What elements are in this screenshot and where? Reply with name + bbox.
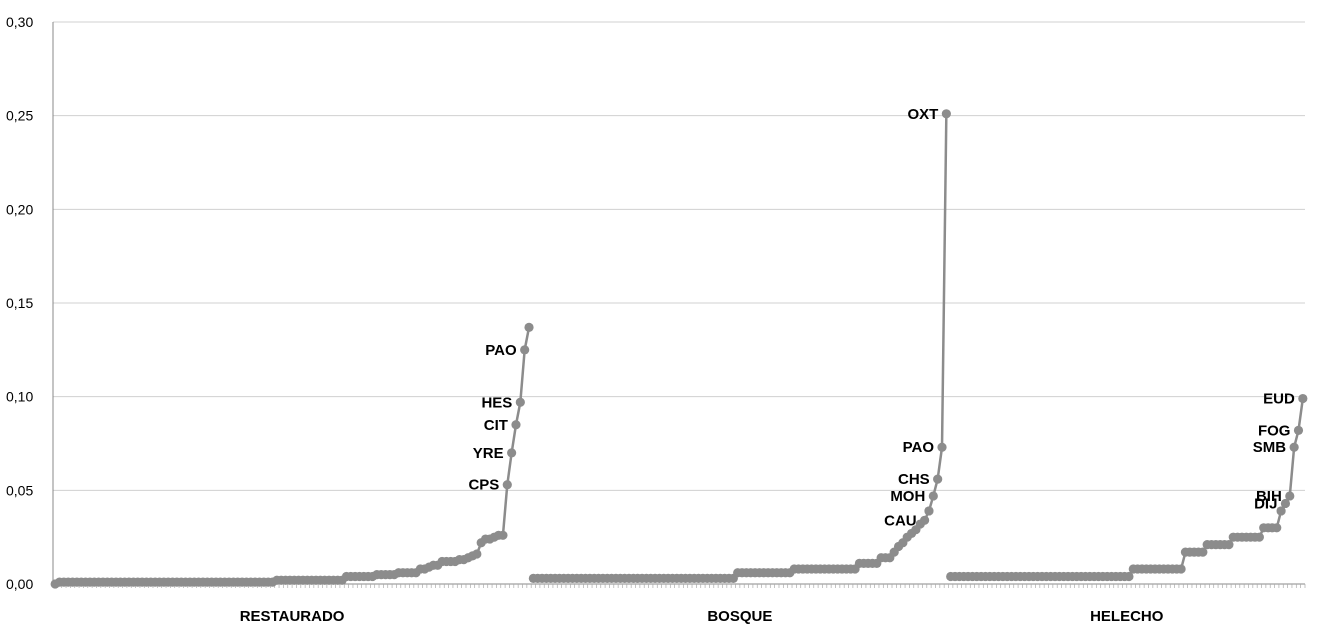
point-label: EUD bbox=[1263, 391, 1295, 408]
y-tick-label: 0,10 bbox=[6, 389, 33, 405]
y-axis-ticks: 0,00 0,05 0,10 0,15 0,20 0,25 0,30 bbox=[6, 14, 33, 592]
point-label: DIJ bbox=[1254, 495, 1277, 512]
x-axis-categories: RESTAURADO BOSQUE HELECHO bbox=[240, 608, 1164, 625]
data-point bbox=[1198, 547, 1208, 557]
series-line bbox=[54, 327, 531, 586]
point-label: BIH bbox=[1256, 488, 1282, 505]
x-category-label: HELECHO bbox=[1090, 608, 1164, 625]
point-label: CHS bbox=[898, 471, 930, 488]
data-point bbox=[1298, 393, 1308, 404]
data-point bbox=[1289, 442, 1299, 452]
point-label: HES bbox=[481, 394, 512, 411]
data-point bbox=[472, 549, 482, 559]
point-label: MOH bbox=[890, 488, 925, 505]
series-line bbox=[533, 113, 948, 580]
point-label: SMB bbox=[1253, 439, 1287, 456]
data-point bbox=[524, 322, 534, 332]
x-category-label: RESTAURADO bbox=[240, 608, 345, 625]
point-label: YRE bbox=[473, 445, 504, 462]
grid-lines bbox=[53, 21, 1305, 491]
point-label: CPS bbox=[468, 477, 499, 494]
point-label: OXT bbox=[908, 106, 939, 123]
data-point bbox=[937, 442, 947, 452]
data-point bbox=[498, 530, 508, 540]
axes bbox=[52, 22, 1306, 588]
data-point bbox=[520, 345, 530, 355]
data-point bbox=[941, 109, 951, 119]
y-tick-label: 0,25 bbox=[6, 108, 33, 124]
y-tick-label: 0,05 bbox=[6, 482, 33, 498]
data-point bbox=[502, 480, 512, 490]
series-line bbox=[950, 398, 1305, 578]
data-point bbox=[1272, 523, 1282, 533]
data-point bbox=[920, 515, 930, 525]
data-point bbox=[1124, 571, 1134, 582]
data-point bbox=[507, 448, 517, 458]
x-category-label: BOSQUE bbox=[707, 608, 772, 625]
data-point bbox=[1285, 491, 1295, 501]
data-point bbox=[1224, 540, 1234, 550]
data-point bbox=[1280, 498, 1291, 509]
data-point bbox=[924, 506, 934, 516]
y-tick-label: 0,00 bbox=[6, 576, 33, 592]
data-point bbox=[1254, 532, 1264, 542]
data-point bbox=[928, 491, 938, 501]
point-label: PAO bbox=[485, 342, 517, 359]
data-point bbox=[511, 420, 521, 430]
data-series bbox=[50, 109, 1308, 589]
data-point bbox=[1176, 564, 1186, 574]
data-point bbox=[933, 474, 943, 484]
y-tick-label: 0,20 bbox=[6, 201, 33, 217]
point-label: FOG bbox=[1258, 422, 1291, 439]
data-point bbox=[515, 397, 525, 407]
point-label: CIT bbox=[484, 417, 508, 434]
y-tick-label: 0,15 bbox=[6, 295, 33, 311]
point-label: CAU bbox=[884, 512, 917, 529]
data-point bbox=[1293, 425, 1304, 435]
y-tick-label: 0,30 bbox=[6, 14, 33, 30]
data-point bbox=[1276, 506, 1286, 516]
point-label: PAO bbox=[903, 439, 935, 456]
